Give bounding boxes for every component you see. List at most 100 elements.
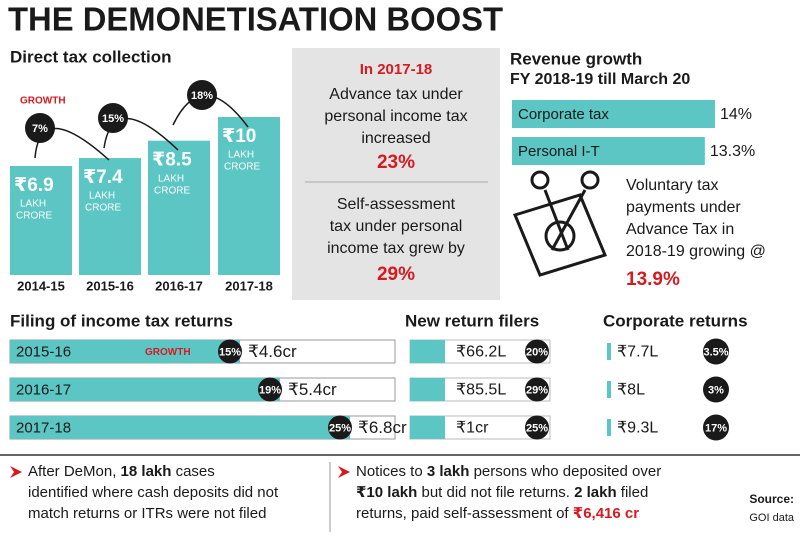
- scissors-money-icon: [512, 170, 608, 277]
- row-value: ₹85.5L: [456, 382, 506, 399]
- bar-value: ₹8.5: [152, 150, 192, 171]
- filer-swatch: [410, 416, 445, 439]
- growth-badge: [525, 377, 549, 402]
- bar: [512, 100, 715, 128]
- voluntary-value: 13.9%: [626, 269, 680, 290]
- corp-swatch: [607, 381, 611, 398]
- note-segment: persons who deposited over: [469, 463, 661, 480]
- row-label: 2015-16: [16, 343, 71, 360]
- panel-heading: In 2017-18: [360, 61, 433, 78]
- growth-badge: [703, 338, 729, 365]
- growth-badge: [703, 414, 729, 441]
- bar-unit: CRORE: [16, 211, 52, 222]
- growth-label: 19%: [259, 384, 281, 396]
- voluntary-text: Advance Tax in: [626, 221, 734, 238]
- growth-label: 7%: [32, 123, 48, 135]
- note-line: Notices to 3 lakh persons who deposited …: [356, 463, 661, 480]
- bar-unit: CRORE: [154, 185, 190, 196]
- growth-badge: [525, 339, 549, 364]
- note-segment: identified where cash deposits did not: [28, 484, 279, 501]
- bar: [512, 137, 705, 165]
- growth-label: 17%: [705, 422, 727, 434]
- panel-text: Self-assessment: [337, 196, 456, 213]
- category-label: 2014-15: [17, 278, 65, 293]
- source-label: Source:: [749, 492, 794, 506]
- section-heading: Corporate returns: [603, 311, 748, 330]
- panel-text: income tax grew by: [327, 240, 465, 257]
- growth-label: 3.5%: [703, 346, 728, 358]
- voluntary-text: payments under: [626, 199, 741, 216]
- growth-label: 18%: [191, 90, 213, 102]
- growth-badge: [98, 103, 128, 133]
- note-segment: match returns or ITRs were not filed: [28, 505, 266, 522]
- bar-category: Personal I-T: [518, 143, 600, 160]
- bar: [148, 140, 210, 275]
- filer-swatch: [410, 378, 445, 401]
- row-value: ₹1cr: [456, 420, 489, 437]
- row-value: ₹5.4cr: [288, 380, 337, 399]
- row-value: ₹8L: [617, 382, 645, 399]
- bar-value: ₹6.9: [14, 175, 54, 196]
- bar: [10, 378, 280, 401]
- title: THE DEMONETISATION BOOST: [8, 1, 503, 38]
- growth-arrow: [34, 127, 110, 161]
- panel-text: tax under personal: [330, 218, 463, 235]
- highlight-panel: [292, 48, 500, 300]
- bar-unit: LAKH: [158, 173, 184, 184]
- growth-label: 20%: [526, 346, 548, 358]
- note-segment: but did not file returns.: [417, 484, 574, 501]
- note-segment: cases: [171, 463, 214, 480]
- corp-swatch: [607, 419, 611, 436]
- growth-badge: [328, 415, 352, 440]
- bar: [10, 165, 72, 275]
- note-line: returns, paid self-assessment of ₹6,416 …: [356, 505, 639, 522]
- row-value: ₹4.6cr: [248, 342, 297, 361]
- banknote: [512, 193, 608, 277]
- note-segment: ₹6,416 cr: [573, 505, 639, 522]
- note-segment: returns, paid self-assessment of: [356, 505, 573, 522]
- note-segment: 3 lakh: [427, 463, 470, 480]
- category-label: 2016-17: [155, 278, 203, 293]
- growth-badge: [258, 377, 282, 402]
- growth-badge: [525, 415, 549, 440]
- category-label: 2015-16: [86, 278, 134, 293]
- growth-label: 15%: [219, 346, 241, 358]
- source-text: GOI data: [749, 512, 795, 524]
- section-heading: Revenue growth: [510, 49, 642, 68]
- growth-caption: GROWTH: [145, 347, 191, 358]
- panel-text: increased: [361, 130, 430, 147]
- note-line: After DeMon, 18 lakh cases: [28, 463, 215, 480]
- section-heading: Direct tax collection: [10, 47, 172, 66]
- growth-label: 25%: [329, 422, 351, 434]
- corp-swatch: [607, 343, 611, 360]
- growth-badge: [187, 80, 217, 110]
- bar-unit: CRORE: [85, 203, 121, 214]
- section-heading: New return filers: [405, 311, 539, 330]
- scissor-blade: [543, 189, 570, 251]
- growth-label: 29%: [526, 384, 548, 396]
- bar-unit: CRORE: [224, 162, 260, 173]
- note-segment: 18 lakh: [121, 463, 172, 480]
- bar-value: ₹10: [222, 126, 256, 147]
- row-label: 2016-17: [16, 381, 71, 398]
- bar: [10, 340, 240, 363]
- note-arrow: [338, 466, 350, 478]
- bar-unit: LAKH: [228, 150, 254, 161]
- panel-text: Advance tax under: [329, 86, 463, 103]
- bar-value: 13.3%: [710, 143, 755, 160]
- row-value: ₹6.8cr: [358, 418, 407, 437]
- note-segment: 2 lakh: [574, 484, 617, 501]
- growth-caption: GROWTH: [20, 96, 66, 107]
- note-segment: filed: [617, 484, 649, 501]
- bar-unit: LAKH: [20, 199, 46, 210]
- note-segment: After DeMon,: [28, 463, 121, 480]
- section-subheading: FY 2018-19 till March 20: [510, 71, 690, 88]
- growth-badge: [703, 376, 729, 403]
- note-circle: [544, 220, 576, 252]
- growth-label: 25%: [526, 422, 548, 434]
- section-heading: Filing of income tax returns: [10, 311, 233, 330]
- growth-label: 3%: [708, 384, 724, 396]
- row-value: ₹7.7L: [617, 344, 658, 361]
- bar-value: ₹7.4: [83, 167, 123, 188]
- row-label: 2017-18: [16, 419, 71, 436]
